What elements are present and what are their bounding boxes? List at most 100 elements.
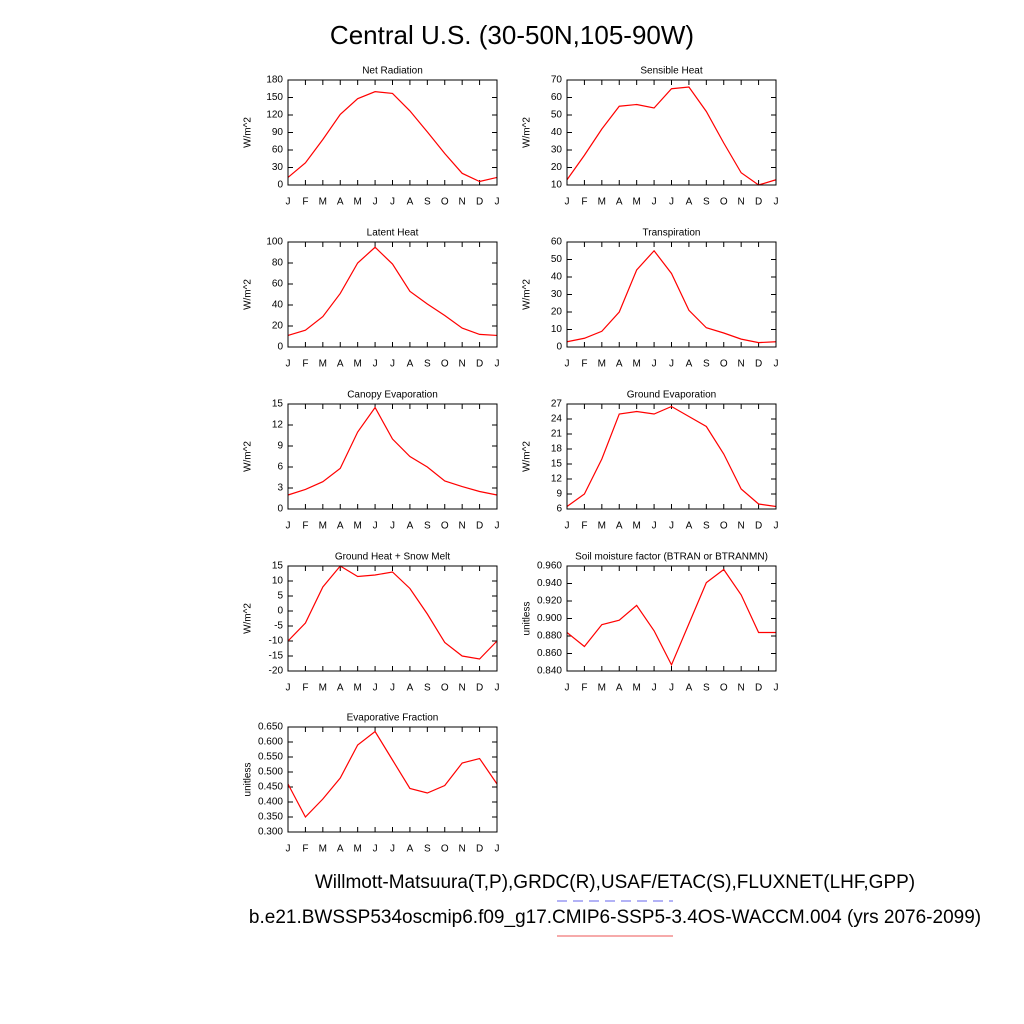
x-tick-label: M <box>353 844 361 855</box>
x-tick-label: N <box>459 359 466 370</box>
y-tick-label: 15 <box>272 561 284 572</box>
x-tick-label: A <box>686 683 693 694</box>
y-tick-label: 50 <box>551 254 563 265</box>
x-tick-label: M <box>598 521 606 532</box>
x-tick-label: J <box>774 359 779 370</box>
x-tick-label: J <box>390 521 395 532</box>
x-tick-label: A <box>616 197 623 208</box>
x-tick-label: A <box>686 521 693 532</box>
plot-frame <box>566 565 777 672</box>
x-tick-label: S <box>703 683 710 694</box>
y-axis-label: unitless <box>243 763 254 797</box>
y-tick-label: 40 <box>551 127 563 138</box>
plot-frame <box>287 726 498 833</box>
y-tick-label: 0.880 <box>537 631 562 642</box>
x-tick-label: A <box>407 197 414 208</box>
plot-frame <box>287 241 498 348</box>
x-tick-label: J <box>565 683 570 694</box>
x-tick-label: A <box>616 521 623 532</box>
y-tick-label: 60 <box>272 145 284 156</box>
y-tick-label: 0 <box>277 606 283 617</box>
x-tick-label: A <box>337 197 344 208</box>
y-tick-label: 0.940 <box>537 578 562 589</box>
y-tick-label: 0 <box>277 342 283 353</box>
y-axis-label: unitless <box>522 602 533 636</box>
y-tick-label: 12 <box>551 474 563 485</box>
x-tick-label: J <box>286 521 291 532</box>
data-line <box>287 565 498 660</box>
x-tick-label: S <box>703 521 710 532</box>
data-line <box>566 86 777 186</box>
x-tick-label: J <box>373 683 378 694</box>
x-tick-label: A <box>616 359 623 370</box>
x-tick-label: A <box>616 683 623 694</box>
x-tick-label: D <box>476 197 483 208</box>
x-tick-label: J <box>373 521 378 532</box>
x-tick-label: A <box>407 359 414 370</box>
y-tick-label: 10 <box>551 324 563 335</box>
panel-title: Ground Heat + Snow Melt <box>335 552 451 563</box>
y-tick-label: 0.900 <box>537 613 562 624</box>
x-tick-label: F <box>581 359 587 370</box>
y-tick-label: 40 <box>551 272 563 283</box>
x-tick-label: M <box>319 683 327 694</box>
x-tick-label: J <box>774 683 779 694</box>
x-tick-label: O <box>441 521 449 532</box>
x-tick-label: J <box>390 197 395 208</box>
y-tick-label: 0.840 <box>537 666 562 677</box>
x-tick-label: N <box>738 521 745 532</box>
y-tick-label: 12 <box>272 420 284 431</box>
footer-text: Willmott-Matsuura(T,P),GRDC(R),USAF/ETAC… <box>315 872 915 893</box>
x-tick-label: O <box>720 359 728 370</box>
x-tick-label: N <box>738 197 745 208</box>
y-tick-label: 0 <box>277 180 283 191</box>
x-tick-label: J <box>652 683 657 694</box>
data-line <box>566 405 777 508</box>
x-tick-label: A <box>337 359 344 370</box>
x-tick-label: J <box>565 521 570 532</box>
x-tick-label: J <box>495 683 500 694</box>
y-axis-label: W/m^2 <box>522 117 533 148</box>
panel-title: Soil moisture factor (BTRAN or BTRANMN) <box>575 552 768 563</box>
y-tick-label: -20 <box>269 666 284 677</box>
x-tick-label: S <box>703 197 710 208</box>
x-tick-label: D <box>755 197 762 208</box>
x-tick-label: A <box>686 197 693 208</box>
y-tick-label: 40 <box>272 300 284 311</box>
data-line <box>287 406 498 496</box>
y-tick-label: 0.600 <box>258 737 283 748</box>
x-tick-label: M <box>319 197 327 208</box>
x-tick-label: J <box>373 844 378 855</box>
data-line <box>287 730 498 819</box>
y-tick-label: 30 <box>272 162 284 173</box>
y-tick-label: 0.500 <box>258 767 283 778</box>
y-axis-label: W/m^2 <box>243 117 254 148</box>
x-tick-label: M <box>632 521 640 532</box>
x-tick-label: S <box>424 844 431 855</box>
x-tick-label: F <box>302 359 308 370</box>
x-tick-label: M <box>598 197 606 208</box>
x-tick-label: J <box>495 197 500 208</box>
x-tick-label: O <box>720 197 728 208</box>
x-tick-label: J <box>373 359 378 370</box>
data-line <box>287 246 498 337</box>
y-tick-label: 5 <box>277 591 283 602</box>
x-tick-label: D <box>476 844 483 855</box>
y-tick-label: 24 <box>551 414 563 425</box>
y-axis-label: W/m^2 <box>522 441 533 472</box>
x-tick-label: S <box>424 683 431 694</box>
y-tick-label: 0.960 <box>537 561 562 572</box>
data-line <box>287 91 498 183</box>
y-tick-label: -15 <box>269 651 284 662</box>
panel-title: Net Radiation <box>362 66 423 77</box>
x-tick-label: N <box>459 683 466 694</box>
x-tick-label: J <box>495 521 500 532</box>
x-tick-label: M <box>598 683 606 694</box>
y-tick-label: -10 <box>269 636 284 647</box>
y-tick-label: 20 <box>551 307 563 318</box>
x-tick-label: J <box>774 197 779 208</box>
plot-frame <box>566 241 777 348</box>
x-tick-label: F <box>581 521 587 532</box>
x-tick-label: M <box>632 197 640 208</box>
